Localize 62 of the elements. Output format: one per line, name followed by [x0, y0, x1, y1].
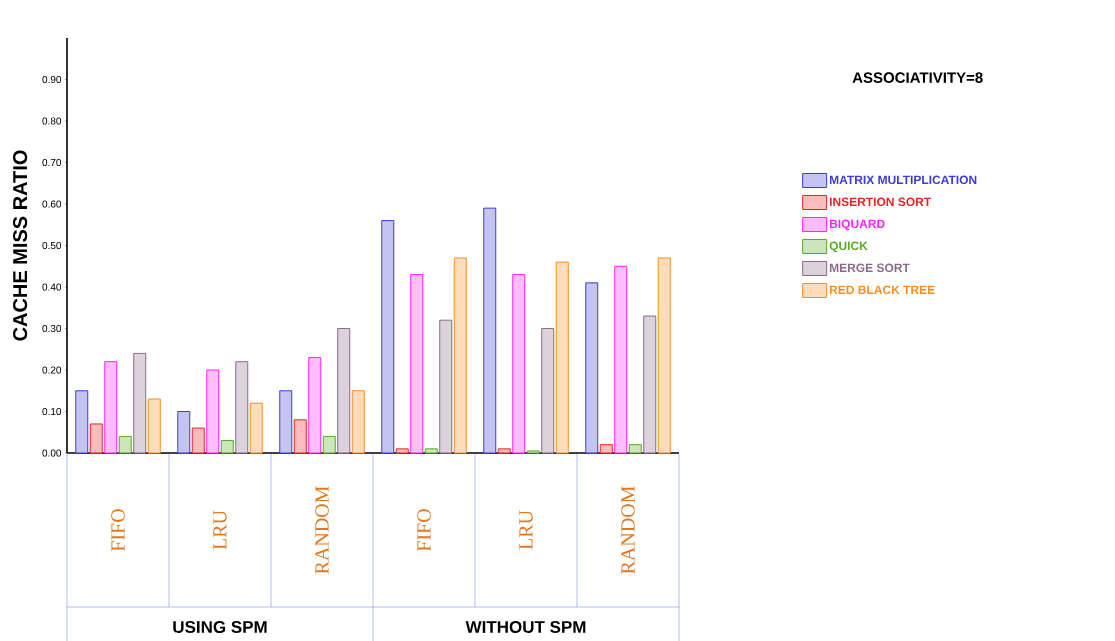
bar [585, 282, 599, 454]
x-tick-label: RANDOM [315, 486, 329, 574]
bar [322, 435, 336, 454]
bar [75, 390, 89, 454]
y-axis-title: CACHE MISS RATIO [13, 150, 28, 341]
text: WITHOUT SPM [465, 620, 586, 634]
y-tick-label: 0.70 [42, 158, 62, 167]
bar [381, 220, 395, 454]
bar [104, 361, 118, 454]
y-tick-label: 0.40 [42, 283, 62, 291]
legend-label: MATRIX MULTIPLICATION [829, 175, 977, 185]
bar [351, 390, 365, 454]
legend-label: BIQUARD [829, 219, 885, 231]
bar [177, 411, 191, 454]
x-tick-label: LRU [519, 510, 533, 550]
y-tick-label: 0.10 [42, 407, 62, 416]
bar [133, 352, 147, 454]
bar [249, 402, 263, 454]
y-tick-label: 0.30 [42, 324, 62, 333]
bar [628, 444, 642, 454]
bar [293, 419, 307, 454]
text: ASSOCIATIVITY=8 [852, 72, 983, 83]
bar [235, 361, 249, 454]
legend-label: QUICK [829, 241, 868, 253]
legend-label: INSERTION SORT [829, 197, 932, 207]
bar [308, 357, 322, 454]
bar [147, 398, 161, 454]
x-tick-label: RANDOM [621, 486, 635, 574]
bar [424, 448, 438, 454]
legend-label: MERGE SORT [829, 263, 910, 273]
bar [395, 448, 409, 454]
bar [89, 423, 103, 454]
bar [439, 319, 453, 454]
bar [657, 257, 671, 454]
bar [453, 257, 467, 454]
bar [118, 435, 132, 454]
bar [541, 328, 555, 454]
y-tick-label: 0.60 [42, 200, 62, 208]
x-tick-label: FIFO [111, 509, 125, 552]
bar [337, 328, 351, 454]
text: USING SPM [173, 620, 267, 634]
legend-label: RED BLACK TREE [829, 285, 935, 295]
bar [512, 274, 526, 454]
bar [497, 448, 511, 454]
bar [279, 390, 293, 454]
bar [410, 274, 424, 454]
y-tick-label: 0.80 [42, 117, 62, 125]
bar [614, 265, 628, 454]
bar [643, 315, 657, 454]
x-tick-label: LRU [213, 510, 227, 550]
bar [220, 440, 234, 454]
y-tick-label: 0.50 [42, 241, 62, 250]
bar [555, 261, 569, 454]
x-tick-label: FIFO [417, 509, 431, 552]
y-tick-label: 0.20 [42, 366, 62, 374]
y-tick-label: 0.00 [42, 449, 62, 457]
bar [599, 444, 613, 454]
bar [191, 427, 205, 454]
bar [526, 450, 540, 454]
y-tick-label: 0.90 [42, 75, 62, 84]
bar [483, 207, 497, 454]
bar [206, 369, 220, 454]
